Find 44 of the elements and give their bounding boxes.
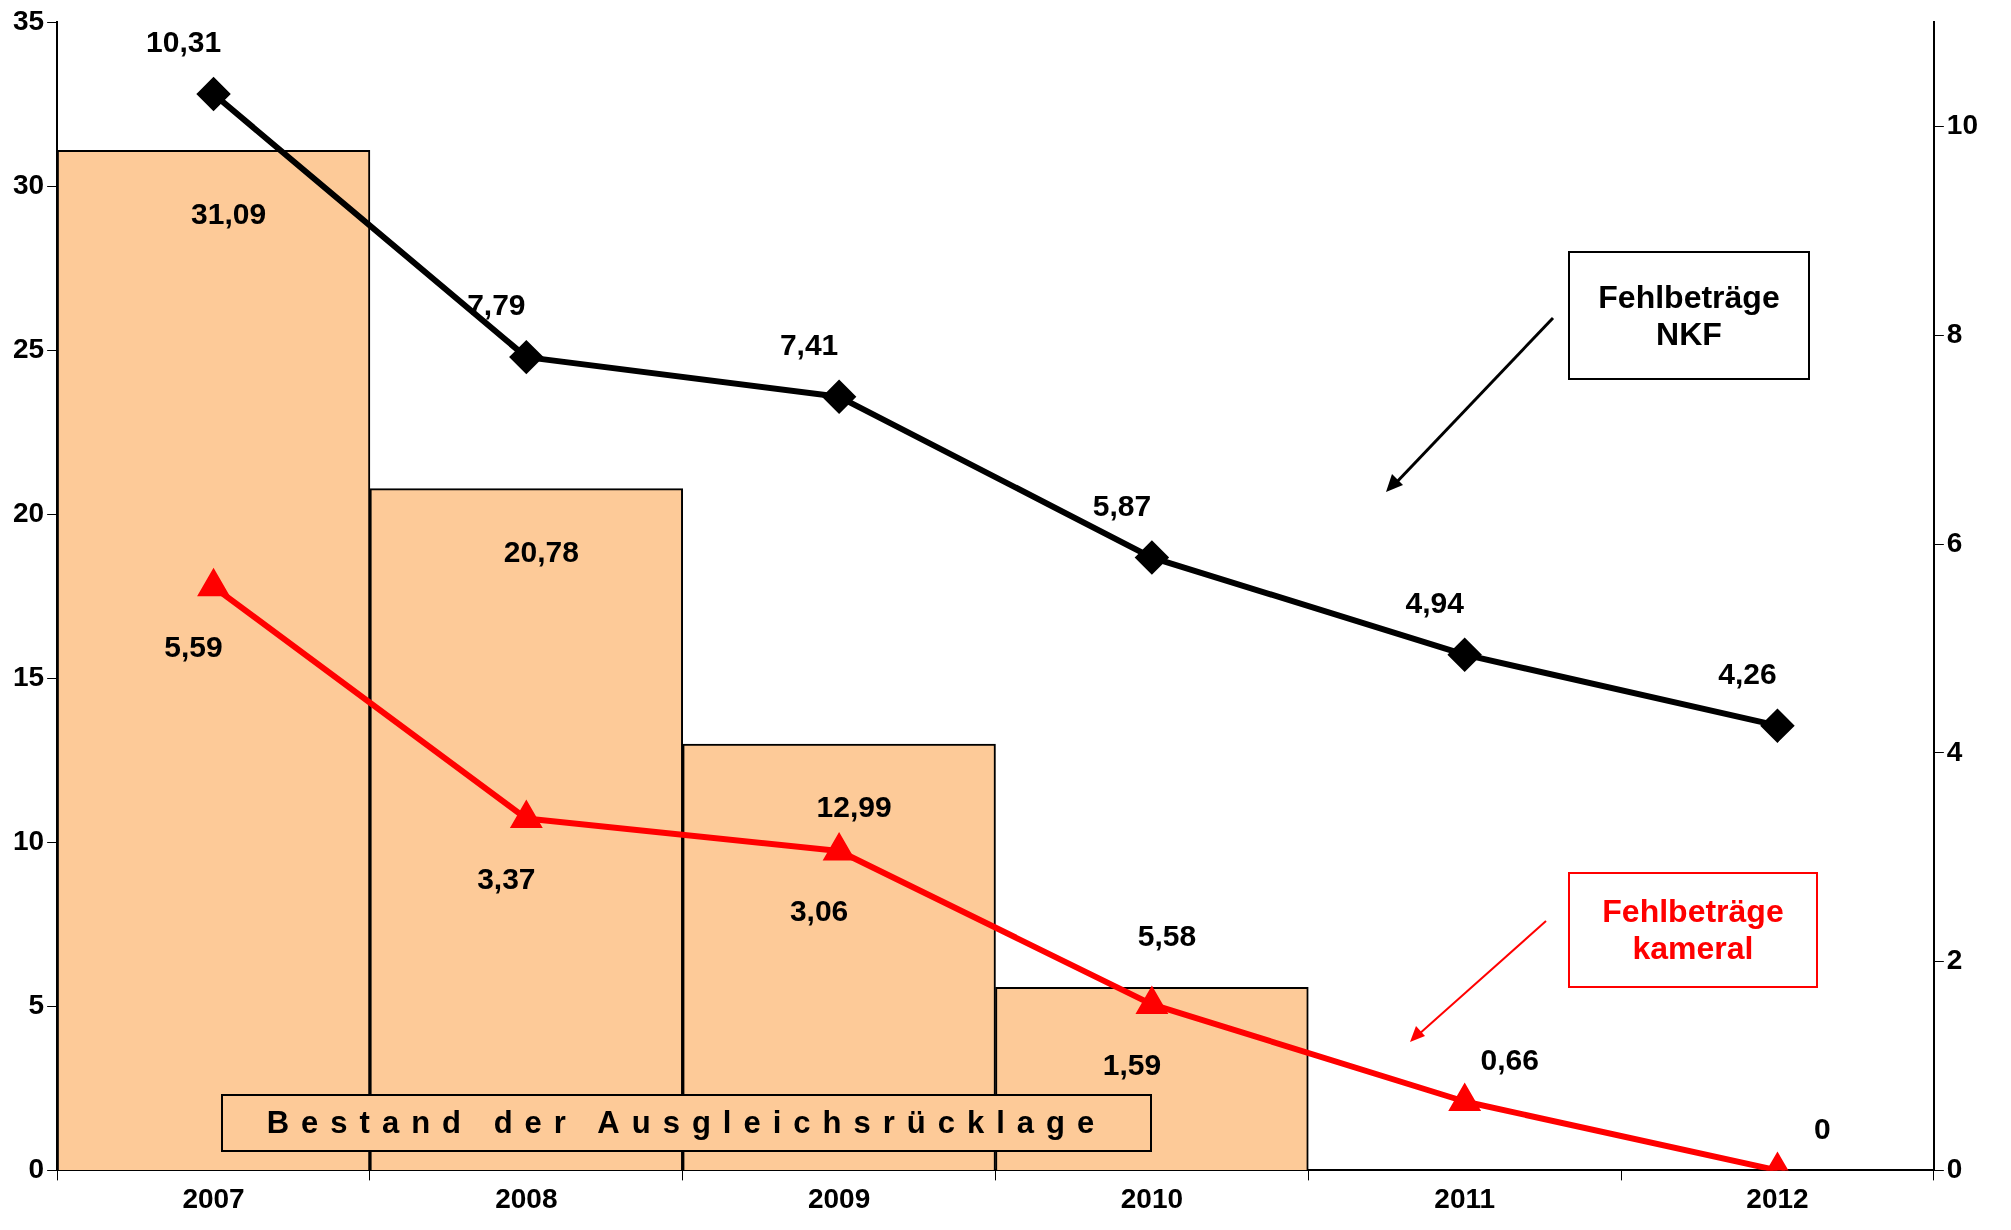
data-label: 5,59 [164,630,223,664]
data-label: 1,59 [1102,1047,1162,1081]
y-tick-label: 0 [28,1153,45,1185]
y-tick-label: 10 [12,825,45,856]
y-tick-label: 25 [12,332,45,364]
y2-tick-label: 4 [1946,735,1963,767]
data-label: 5,58 [1137,918,1197,952]
point [1135,541,1168,574]
y2-tick-label: 10 [1946,109,1979,141]
point [197,78,230,111]
data-label: 7,79 [467,288,526,322]
x-tick-label: 2008 [495,1182,558,1214]
data-label: 4,26 [1718,656,1777,690]
x-tick-label: 2009 [807,1182,871,1214]
y2-tick-label: 2 [1946,944,1963,976]
data-label: 3,06 [789,894,849,928]
y-tick-label: 15 [12,660,45,692]
x-tick-label: 2012 [1746,1182,1809,1214]
x-tick-label: 2010 [1120,1182,1184,1214]
data-label: 12,99 [816,790,892,824]
point [510,341,543,374]
data-label: 0 [1814,1111,1831,1145]
data-label: 31,09 [191,196,267,230]
x-tick-label: 2007 [182,1182,245,1214]
y-tick-label: 30 [12,168,45,200]
y-tick-label: 20 [12,496,45,528]
point [823,380,856,413]
data-label: 0,66 [1480,1042,1539,1076]
data-label: 4,94 [1405,585,1465,619]
y-tick-label: 35 [12,4,45,36]
y2-tick-label: 0 [1946,1153,1963,1185]
data-label: 10,31 [146,25,222,59]
point [822,832,854,861]
y2-tick-label: 8 [1946,317,1963,349]
y2-tick-label: 6 [1946,526,1963,558]
x-tick-label: 2011 [1434,1182,1496,1214]
data-label: 5,87 [1092,488,1152,522]
data-label: 20,78 [503,534,579,568]
text: Fehlbeträge kameral [1568,872,1818,988]
text: Fehlbeträge NKF [1568,251,1810,380]
y-tick-label: 5 [28,989,45,1021]
data-label: 7,41 [779,328,839,362]
data-label: 3,37 [477,861,536,895]
series-label: Bestand der Ausgleichsrücklage [221,1094,1152,1152]
